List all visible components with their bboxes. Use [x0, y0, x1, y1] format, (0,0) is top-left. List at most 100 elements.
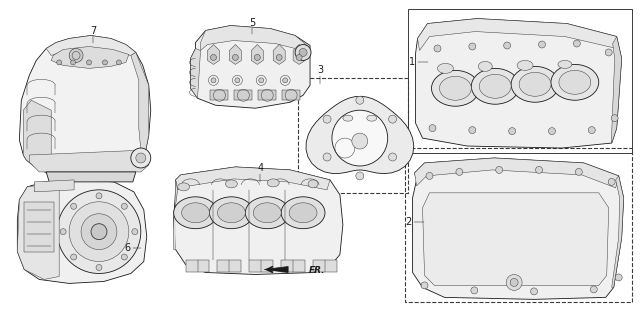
Circle shape — [131, 148, 151, 168]
Circle shape — [471, 287, 478, 294]
Circle shape — [588, 127, 595, 134]
Polygon shape — [17, 180, 147, 283]
Polygon shape — [252, 45, 263, 64]
Circle shape — [429, 124, 436, 132]
Circle shape — [295, 45, 311, 61]
Ellipse shape — [517, 61, 533, 71]
Ellipse shape — [367, 115, 377, 121]
Polygon shape — [186, 260, 209, 272]
Text: FR.: FR. — [309, 266, 326, 275]
Polygon shape — [417, 19, 617, 51]
Circle shape — [69, 48, 83, 62]
Polygon shape — [175, 167, 330, 190]
Ellipse shape — [182, 203, 209, 223]
Ellipse shape — [218, 203, 245, 223]
Circle shape — [60, 229, 66, 235]
Polygon shape — [46, 36, 136, 56]
Text: 5: 5 — [249, 17, 255, 27]
Circle shape — [388, 115, 397, 123]
Circle shape — [573, 40, 580, 47]
Circle shape — [469, 127, 476, 134]
Circle shape — [496, 167, 502, 173]
Ellipse shape — [551, 64, 599, 100]
Circle shape — [536, 167, 543, 173]
Polygon shape — [264, 266, 288, 272]
Circle shape — [276, 55, 282, 61]
Polygon shape — [46, 172, 136, 182]
Text: 4: 4 — [257, 163, 263, 173]
Circle shape — [211, 78, 216, 83]
Polygon shape — [229, 45, 241, 64]
Polygon shape — [23, 100, 51, 175]
Circle shape — [531, 288, 538, 295]
Ellipse shape — [308, 180, 318, 188]
Circle shape — [283, 78, 287, 83]
Ellipse shape — [268, 179, 279, 187]
Circle shape — [70, 254, 77, 260]
Circle shape — [57, 190, 141, 274]
Circle shape — [132, 229, 138, 235]
Circle shape — [356, 172, 364, 180]
Circle shape — [259, 78, 264, 83]
Polygon shape — [234, 90, 252, 100]
Circle shape — [211, 55, 216, 61]
Polygon shape — [173, 180, 178, 250]
Polygon shape — [173, 167, 343, 275]
Polygon shape — [259, 90, 276, 100]
Polygon shape — [35, 180, 74, 192]
Polygon shape — [131, 52, 148, 150]
Polygon shape — [415, 19, 621, 148]
Polygon shape — [281, 260, 305, 272]
Polygon shape — [207, 45, 220, 64]
Ellipse shape — [209, 197, 253, 229]
Polygon shape — [29, 150, 148, 172]
Ellipse shape — [253, 203, 281, 223]
Circle shape — [575, 168, 582, 175]
Polygon shape — [19, 36, 151, 182]
Polygon shape — [313, 260, 337, 272]
Circle shape — [323, 115, 331, 123]
Circle shape — [510, 278, 518, 286]
Ellipse shape — [225, 180, 237, 188]
Circle shape — [81, 214, 117, 250]
Circle shape — [538, 41, 545, 48]
Ellipse shape — [558, 61, 572, 68]
Polygon shape — [51, 46, 129, 68]
Ellipse shape — [245, 197, 289, 229]
Ellipse shape — [479, 74, 511, 98]
Circle shape — [69, 202, 129, 261]
Ellipse shape — [511, 66, 559, 102]
Circle shape — [352, 133, 368, 149]
Circle shape — [426, 173, 433, 179]
Polygon shape — [306, 96, 414, 173]
Ellipse shape — [343, 115, 353, 121]
Text: 3: 3 — [317, 66, 323, 76]
Polygon shape — [250, 260, 273, 272]
Text: 1: 1 — [408, 57, 415, 67]
Polygon shape — [273, 45, 285, 64]
Ellipse shape — [281, 197, 325, 229]
Circle shape — [254, 55, 260, 61]
Circle shape — [509, 128, 516, 134]
Circle shape — [456, 168, 463, 175]
Circle shape — [96, 265, 102, 271]
Polygon shape — [191, 26, 310, 108]
Circle shape — [332, 110, 388, 166]
Circle shape — [136, 153, 146, 163]
Polygon shape — [218, 260, 241, 272]
Ellipse shape — [478, 61, 492, 71]
Circle shape — [590, 286, 597, 293]
Ellipse shape — [471, 68, 519, 104]
Circle shape — [57, 60, 61, 65]
Text: 6: 6 — [125, 243, 131, 253]
Ellipse shape — [178, 183, 189, 191]
Circle shape — [299, 48, 307, 56]
Polygon shape — [612, 176, 623, 287]
Polygon shape — [17, 184, 59, 280]
Circle shape — [91, 224, 107, 240]
Circle shape — [421, 282, 428, 289]
Polygon shape — [293, 45, 305, 64]
Ellipse shape — [289, 203, 317, 223]
Ellipse shape — [438, 63, 453, 73]
Circle shape — [469, 43, 476, 50]
